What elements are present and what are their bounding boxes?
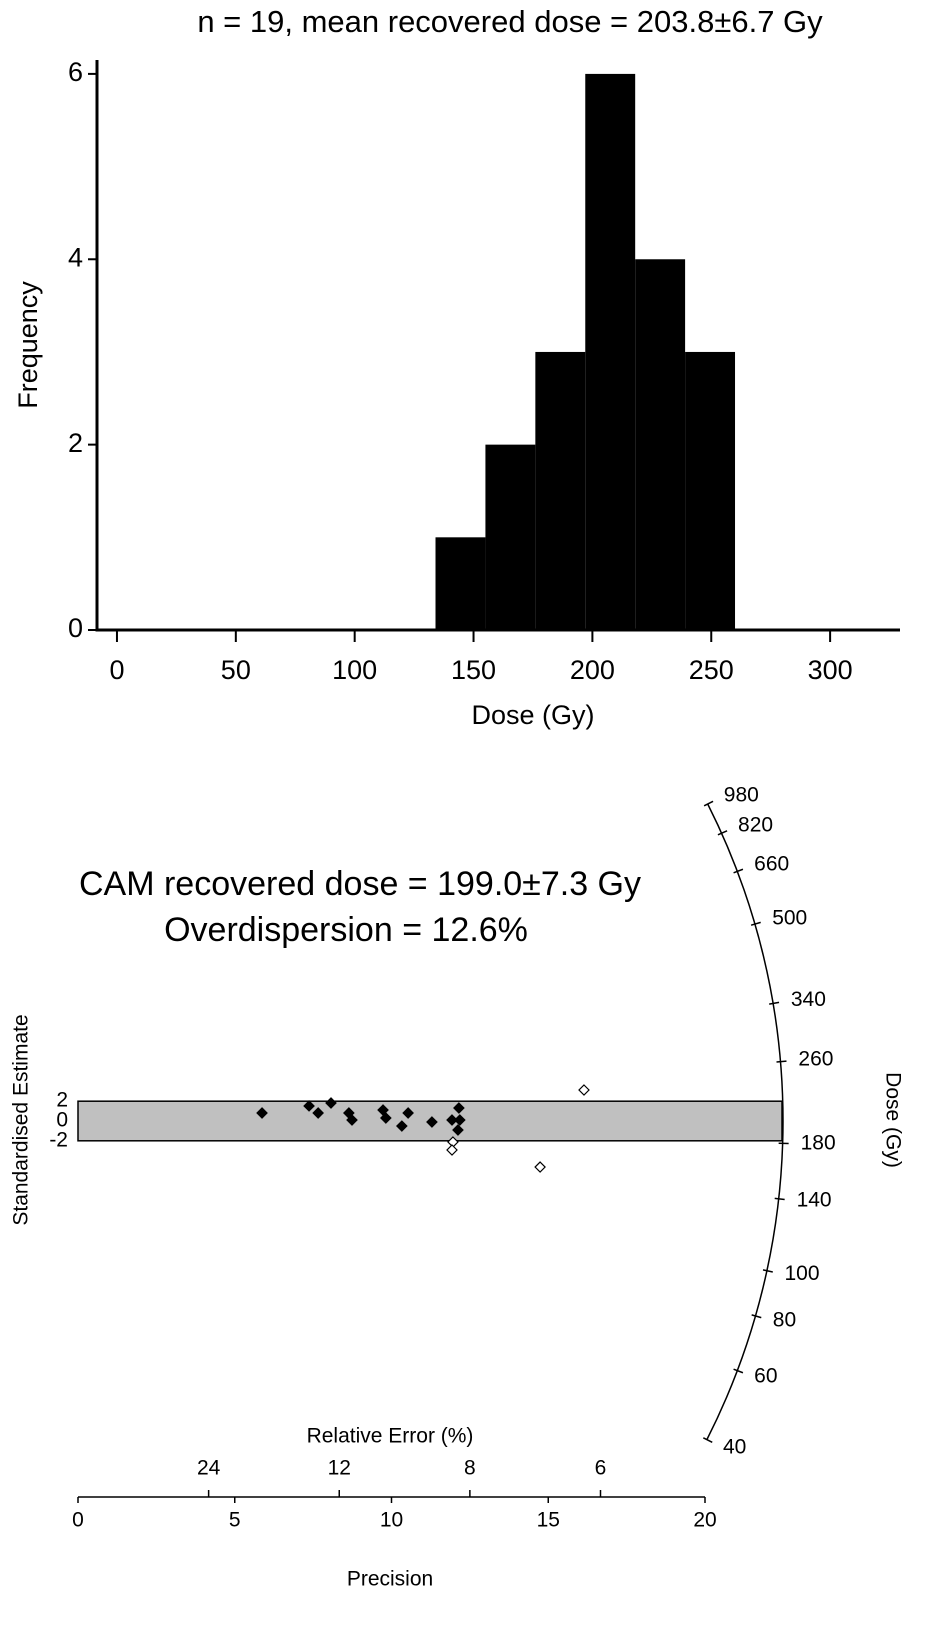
dose-tick-label: 660 bbox=[754, 853, 789, 876]
histogram-title: n = 19, mean recovered dose = 203.8±6.7 … bbox=[197, 4, 823, 39]
x2-tick-label: 24 bbox=[197, 1457, 221, 1480]
x-tick-label: 300 bbox=[808, 655, 853, 685]
data-point bbox=[534, 1161, 546, 1173]
x-tick-label: 100 bbox=[332, 655, 377, 685]
bar bbox=[685, 351, 736, 630]
dose-tick bbox=[733, 868, 744, 874]
data-point bbox=[453, 1102, 465, 1114]
x-tick-label: 0 bbox=[109, 655, 124, 685]
data-point bbox=[325, 1097, 337, 1109]
dose-tick-label: 980 bbox=[724, 783, 759, 806]
y-tick-label: 6 bbox=[68, 57, 83, 87]
dose-tick-label: 500 bbox=[772, 907, 807, 930]
y-tick-label: 2 bbox=[56, 1089, 68, 1112]
dose-tick bbox=[717, 830, 728, 836]
data-point bbox=[303, 1100, 315, 1112]
x-tick-label: 15 bbox=[537, 1509, 560, 1532]
dose-tick bbox=[751, 1314, 762, 1319]
dose-tick-label: 260 bbox=[798, 1048, 833, 1071]
x-tick-label: 200 bbox=[570, 655, 615, 685]
dose-tick-label: 60 bbox=[754, 1365, 777, 1388]
relative-error-label: Relative Error (%) bbox=[307, 1425, 474, 1448]
x2-tick-label: 12 bbox=[328, 1457, 351, 1480]
y-tick-label: 4 bbox=[68, 242, 83, 272]
bar bbox=[485, 444, 536, 630]
x-tick-label: 5 bbox=[229, 1509, 241, 1532]
dose-tick-label: 40 bbox=[723, 1435, 746, 1458]
dose-tick-label: 180 bbox=[801, 1131, 836, 1154]
dose-tick bbox=[762, 1269, 773, 1273]
x-tick-label: 50 bbox=[221, 655, 251, 685]
dose-tick-label: 100 bbox=[785, 1262, 820, 1285]
data-point bbox=[312, 1107, 324, 1119]
bar bbox=[585, 73, 636, 630]
data-point bbox=[256, 1107, 268, 1119]
radial-title: CAM recovered dose = 199.0±7.3 Gy bbox=[79, 865, 641, 903]
data-point bbox=[578, 1084, 590, 1096]
dose-tick bbox=[702, 1437, 713, 1444]
dose-tick bbox=[733, 1368, 744, 1374]
data-point bbox=[452, 1124, 464, 1136]
x2-tick-label: 6 bbox=[595, 1457, 607, 1480]
y-tick-label: 2 bbox=[68, 428, 83, 458]
dose-tick bbox=[776, 1060, 787, 1063]
data-point bbox=[380, 1112, 392, 1124]
standardised-estimate-label: Standardised Estimate bbox=[10, 1014, 33, 1225]
data-point bbox=[453, 1114, 466, 1126]
data-point bbox=[402, 1107, 414, 1119]
data-point bbox=[426, 1116, 438, 1128]
data-point bbox=[446, 1144, 458, 1156]
bar bbox=[435, 537, 486, 630]
dose-tick bbox=[774, 1197, 785, 1201]
dose-tick bbox=[769, 1001, 780, 1005]
precision-label: Precision bbox=[347, 1568, 433, 1591]
dose-arc bbox=[706, 803, 784, 1440]
y-tick-label: -2 bbox=[49, 1128, 68, 1151]
dose-tick-label: 140 bbox=[797, 1188, 832, 1211]
dose-tick bbox=[750, 921, 761, 926]
x-tick-label: 20 bbox=[693, 1509, 716, 1532]
dose-tick bbox=[703, 800, 714, 807]
radial-subtitle: Overdispersion = 12.6% bbox=[164, 911, 528, 949]
x-tick-label: 150 bbox=[451, 655, 496, 685]
bar bbox=[535, 351, 586, 630]
dose-tick-label: 820 bbox=[738, 813, 773, 836]
x-tick-label: 10 bbox=[380, 1509, 403, 1532]
y-tick-label: 0 bbox=[68, 613, 83, 643]
x-axis-label: Dose (Gy) bbox=[471, 700, 594, 730]
data-point bbox=[346, 1114, 358, 1126]
y-tick-label: 0 bbox=[56, 1109, 68, 1132]
data-point bbox=[446, 1114, 458, 1126]
x-tick-label: 0 bbox=[72, 1509, 84, 1532]
y-axis-label: Frequency bbox=[13, 281, 43, 409]
bar bbox=[635, 259, 686, 630]
x-tick-label: 250 bbox=[689, 655, 734, 685]
dose-tick-label: 340 bbox=[791, 988, 826, 1011]
dose-label: Dose (Gy) bbox=[881, 1072, 904, 1168]
dose-tick-label: 80 bbox=[773, 1308, 796, 1331]
data-point bbox=[395, 1120, 408, 1132]
x2-tick-label: 8 bbox=[464, 1457, 476, 1480]
